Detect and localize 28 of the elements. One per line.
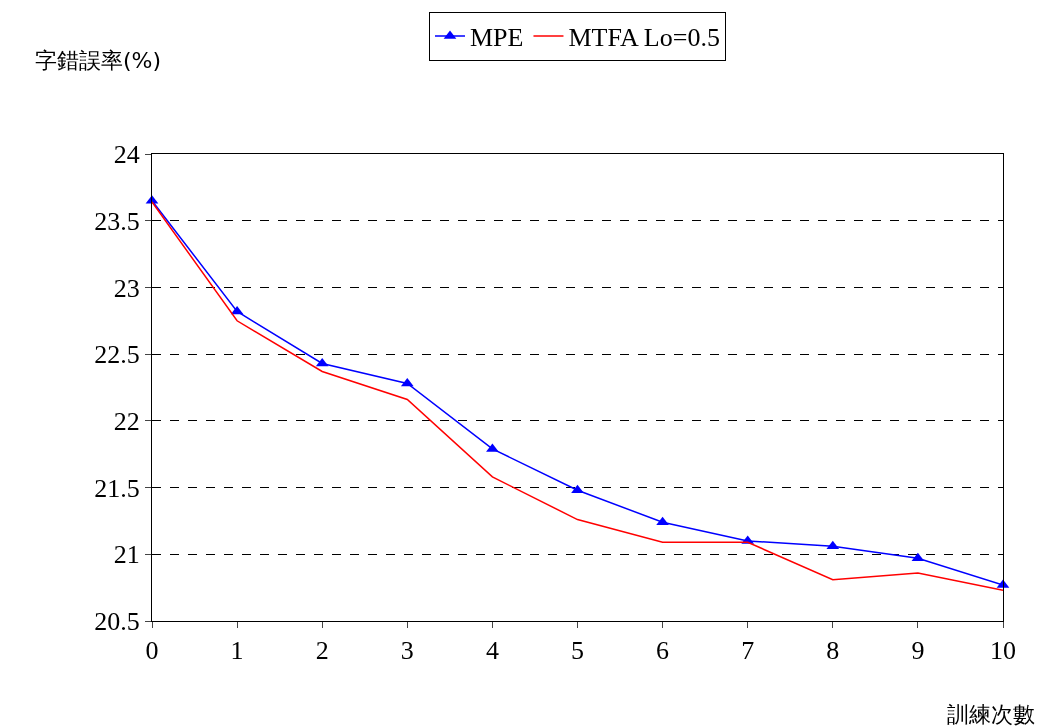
x-tick-label: 8	[826, 636, 840, 666]
legend-label: MPE	[470, 23, 524, 53]
y-tick-label: 20.5	[94, 607, 140, 637]
y-tick-label: 23	[113, 273, 140, 303]
x-axis-title: 訓練次數	[947, 702, 1035, 727]
x-tick-label: 10	[990, 636, 1016, 666]
y-tick-label: 21	[113, 540, 140, 570]
legend-label: MTFA Lo=0.5	[568, 23, 720, 53]
y-axis-title: 字錯誤率(%)	[35, 48, 162, 73]
y-tick-label: 22.5	[94, 340, 140, 370]
point	[230, 305, 244, 315]
x-tick-label: 1	[230, 636, 244, 666]
x-tick-label: 3	[400, 636, 414, 666]
x-tick-label: 5	[571, 636, 584, 666]
y-tick-label: 22	[113, 406, 140, 436]
x-tick-label: 7	[741, 636, 755, 666]
x-tick-label: 9	[911, 636, 925, 666]
x-tick-label: 2	[315, 636, 329, 666]
y-tick-label: 23.5	[94, 206, 140, 236]
x-tick-label: 4	[485, 636, 499, 666]
x-tick-label: 6	[656, 636, 670, 666]
point	[826, 540, 840, 550]
y-tick-label: 24	[113, 140, 140, 170]
x-tick-label: 0	[145, 636, 159, 666]
point	[315, 357, 329, 367]
y-tick-label: 21.5	[94, 473, 140, 503]
point	[656, 516, 669, 526]
point	[911, 552, 925, 562]
